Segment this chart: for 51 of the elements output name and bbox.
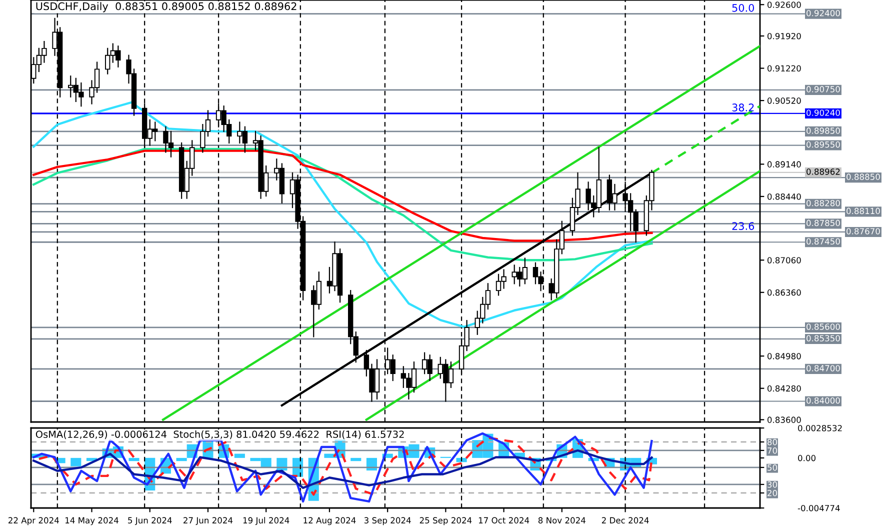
x-tick-label: 22 Apr 2024 — [8, 517, 59, 526]
y-tick-label: 0.90520 — [767, 98, 801, 104]
x-tick-label: 25 Sep 2024 — [420, 517, 472, 526]
x-tick-label: 14 May 2024 — [65, 517, 118, 526]
ref-line-label: 0.88850 — [846, 174, 880, 180]
y-tick-label: 20 — [768, 490, 777, 496]
ref-line-label: 0.84700 — [806, 365, 840, 372]
y-tick-label: 80 — [768, 438, 777, 446]
y-tick-label: 70 — [768, 447, 777, 454]
x-tick-label: 17 Oct 2024 — [478, 517, 530, 524]
y-tick-label: 50 — [768, 464, 777, 471]
ref-line-label: 0.90750 — [806, 86, 840, 92]
ref-line-label: 0.92400 — [806, 10, 840, 16]
chart-title: USDCHF,Daily 0.88351 0.89005 0.88152 0.88962 — [36, 2, 296, 12]
x-tick-label: 27 Jun 2024 — [184, 517, 233, 526]
y-tick-label: 0.87060 — [767, 257, 801, 264]
ref-line-label: 0.88280 — [806, 200, 840, 206]
ref-line-label: 0.87450 — [806, 238, 840, 245]
y-tick-label: 0.84280 — [767, 385, 801, 392]
ref-line-label: 0.88110 — [846, 208, 880, 214]
x-tick-label: 5 Jun 2024 — [128, 517, 172, 526]
x-tick-label: 19 Jul 2024 — [243, 517, 290, 526]
ref-line-label: 0.88962 — [806, 168, 840, 175]
annotation: 50.0 — [732, 4, 754, 12]
y-tick-label: 0.92600 — [767, 2, 801, 8]
chart-title: OsMA(12,26,9) -0.0006124 Stoch(5,3,3) 81.0420 59.4622 RSI(14) 61.5732 — [36, 430, 404, 440]
x-tick-label: 8 Nov 2024 — [538, 517, 586, 524]
ref-line-label: 0.84000 — [806, 397, 840, 404]
ref-line-label: 0.90240 — [806, 110, 840, 116]
y-tick-label: 0.86360 — [767, 289, 801, 296]
ref-line-label: 0.87670 — [846, 228, 880, 234]
y-tick-label: 0.91220 — [767, 65, 801, 72]
y-tick-label: 0.89140 — [767, 161, 801, 168]
y-tick-label: 0.88440 — [767, 193, 801, 200]
y-tick-label: 0.91920 — [767, 32, 801, 40]
x-tick-label: 12 Aug 2024 — [304, 517, 356, 526]
ref-line-label: 0.89850 — [806, 128, 840, 134]
y2-tick-label: -0.004774 — [798, 504, 840, 512]
ref-line-label: 0.89550 — [806, 141, 840, 148]
y2-tick-label: 0.0028532 — [798, 424, 842, 432]
y-tick-label: 30 — [768, 481, 777, 488]
x-tick-label: 3 Sep 2024 — [364, 517, 411, 526]
y-tick-label: 0.84980 — [767, 353, 801, 360]
annotation: 38.2 — [732, 104, 754, 112]
ref-line-label: 0.87850 — [806, 220, 840, 226]
y-tick-label: 0.83600 — [767, 416, 801, 423]
x-tick-label: 2 Dec 2024 — [602, 517, 649, 524]
ref-line-label: 0.85600 — [806, 324, 840, 330]
annotation: 23.6 — [732, 222, 754, 230]
ref-line-label: 0.85350 — [806, 335, 840, 342]
y2-tick-label: 0.00 — [798, 454, 816, 462]
